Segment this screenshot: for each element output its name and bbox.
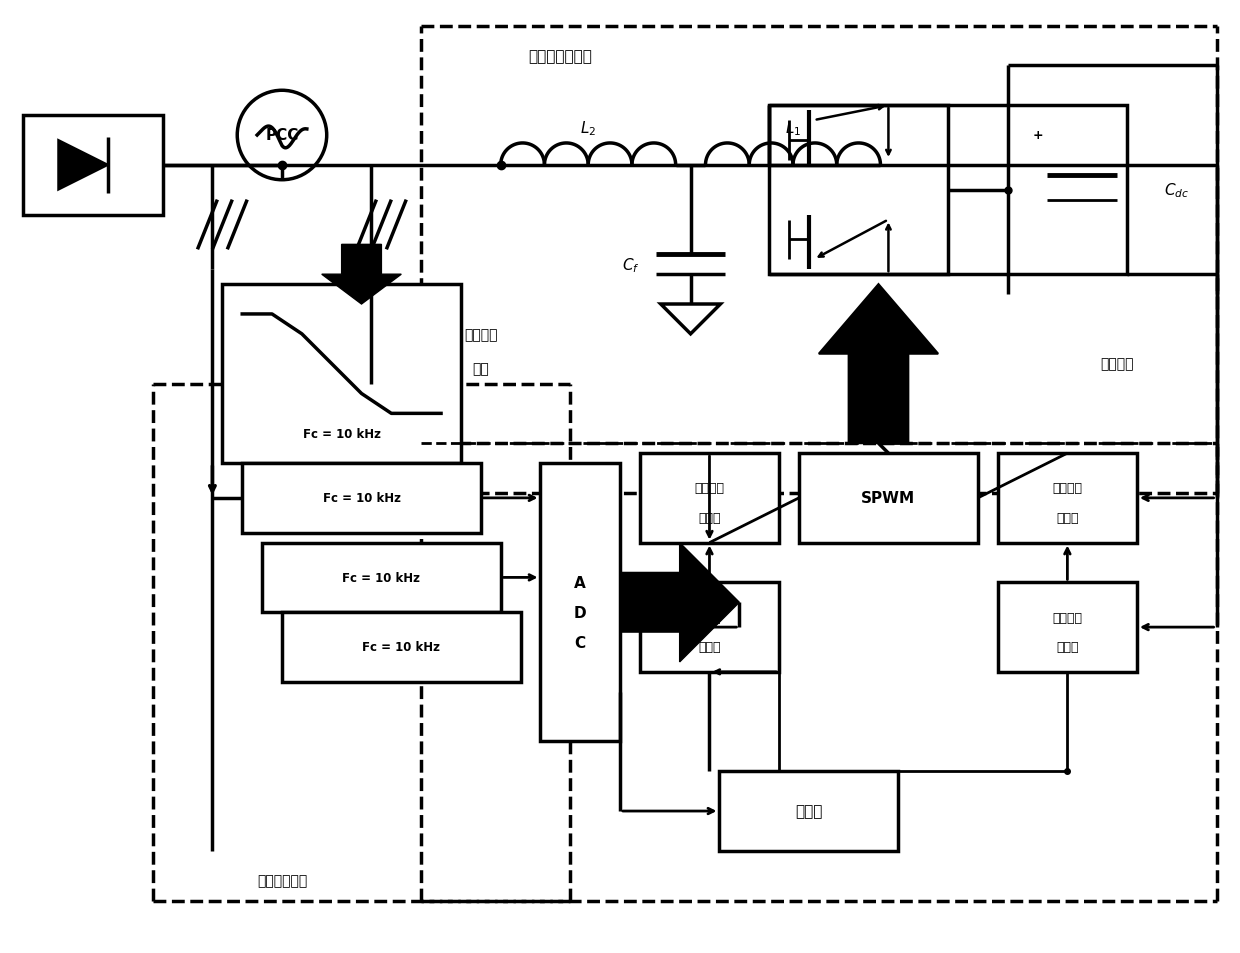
Text: 调节器: 调节器 (1056, 512, 1079, 525)
Bar (24, 116, 162, 215)
Text: 采样调理电路: 采样调理电路 (257, 874, 308, 887)
Text: $C_f$: $C_f$ (622, 255, 640, 274)
Bar (719, 772, 898, 851)
Text: 直流电压: 直流电压 (1053, 611, 1083, 624)
Bar (998, 454, 1137, 543)
Text: 测装置: 测装置 (698, 640, 720, 654)
Polygon shape (818, 285, 939, 444)
Text: 调节器: 调节器 (698, 512, 720, 525)
Text: 谐波检: 谐波检 (698, 611, 720, 624)
Text: 锁相环: 锁相环 (795, 803, 822, 819)
Text: Fc = 10 kHz: Fc = 10 kHz (322, 492, 401, 505)
Text: $C_{dc}$: $C_{dc}$ (1164, 181, 1189, 200)
Bar (799, 454, 978, 543)
Text: Fc = 10 kHz: Fc = 10 kHz (342, 571, 420, 584)
Text: 调节器: 调节器 (1056, 640, 1079, 654)
Text: C: C (574, 635, 585, 650)
Text: SPWM: SPWM (862, 491, 915, 506)
Text: A: A (574, 576, 587, 590)
Text: Fc = 10 kHz: Fc = 10 kHz (303, 427, 381, 440)
Bar (998, 583, 1137, 672)
Text: 基波电流: 基波电流 (1053, 482, 1083, 495)
Text: PCC: PCC (265, 129, 299, 143)
Bar (262, 543, 501, 613)
Text: 驱动电路: 驱动电路 (1100, 357, 1133, 372)
Text: 电路: 电路 (472, 362, 490, 376)
Text: Fc = 10 kHz: Fc = 10 kHz (362, 640, 440, 654)
Bar (281, 613, 521, 682)
Bar (242, 463, 481, 533)
Text: 核心控制: 核心控制 (464, 328, 497, 341)
Bar (640, 583, 779, 672)
Text: D: D (574, 605, 587, 620)
Bar (222, 285, 461, 463)
Bar (640, 454, 779, 543)
Polygon shape (620, 543, 739, 662)
Text: 谐波电流: 谐波电流 (694, 482, 724, 495)
Text: 有源电力滤波器: 有源电力滤波器 (528, 49, 593, 64)
Polygon shape (58, 141, 108, 191)
Bar (769, 106, 949, 274)
Bar (541, 463, 620, 741)
Bar (1008, 106, 1127, 274)
Text: $L_1$: $L_1$ (785, 119, 801, 138)
Text: $L_2$: $L_2$ (580, 119, 596, 138)
Text: +: + (1032, 130, 1043, 142)
Polygon shape (321, 245, 402, 305)
